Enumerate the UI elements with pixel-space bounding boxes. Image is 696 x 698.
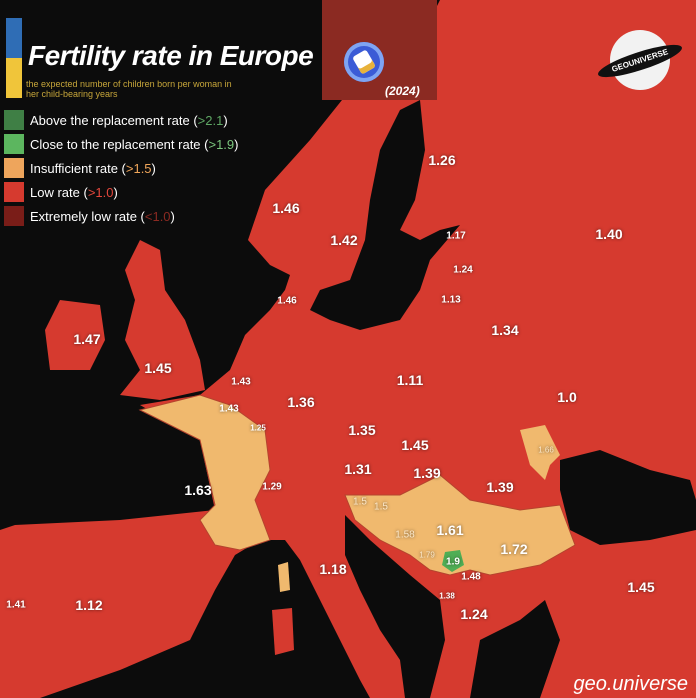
legend-swatch <box>4 158 24 178</box>
map-label: 1.46 <box>272 200 300 216</box>
map-label: 1.39 <box>486 479 514 495</box>
sardinia <box>272 608 294 655</box>
map-label: 1.72 <box>500 541 528 557</box>
legend-threshold: >1.9 <box>208 136 235 152</box>
pregnancy-test-icon <box>344 42 384 82</box>
legend-label: Insufficient rate ( <box>30 160 126 176</box>
map-label: 1.0 <box>557 389 577 405</box>
map-label: 1.17 <box>446 230 466 242</box>
map-label: 1.38 <box>439 591 455 601</box>
legend: Above the replacement rate (>2.1) Close … <box>4 108 239 228</box>
map-label: 1.18 <box>319 561 347 577</box>
map-label: 1.24 <box>453 264 473 276</box>
legend-item: Extremely low rate (<1.0) <box>4 204 239 228</box>
legend-label: Low rate ( <box>30 184 88 200</box>
map-label: 1.11 <box>396 372 424 388</box>
legend-threshold: <1.0 <box>144 208 171 224</box>
map-label: 1.5 <box>374 501 388 513</box>
legend-threshold: >2.1 <box>197 112 224 128</box>
map-label: 1.34 <box>491 322 519 338</box>
legend-threshold: >1.5 <box>125 160 152 176</box>
legend-threshold: >1.0 <box>87 184 114 200</box>
great-britain <box>120 240 205 400</box>
map-label: 1.42 <box>330 232 358 248</box>
header: Fertility rate in Europe the expected nu… <box>0 0 440 100</box>
map-label: 1.5 <box>353 496 367 508</box>
legend-swatch <box>4 206 24 226</box>
map-label: 1.29 <box>262 481 282 493</box>
legend-paren: ) <box>223 112 228 128</box>
balkans <box>344 474 576 576</box>
map-label: 1.45 <box>401 437 429 453</box>
map-label: 1.40 <box>595 226 623 242</box>
year: (2024) <box>385 84 420 98</box>
legend-item: Low rate (>1.0) <box>4 180 239 204</box>
legend-label: Close to the replacement rate ( <box>30 136 209 152</box>
page-title: Fertility rate in Europe <box>28 40 314 71</box>
flag-bar <box>6 18 22 98</box>
map-label: 1.45 <box>627 579 655 595</box>
france <box>138 394 271 551</box>
map-label: 1.58 <box>395 529 415 541</box>
map-label: 1.43 <box>231 376 251 388</box>
atlantic-sea <box>0 0 440 530</box>
map-label: 1.12 <box>75 597 103 613</box>
map-label: 1.61 <box>436 522 464 538</box>
legend-swatch <box>4 110 24 130</box>
map-label: 1.13 <box>441 294 461 306</box>
map-label: 1.48 <box>461 571 481 583</box>
kosovo <box>442 550 464 572</box>
legend-label: Extremely low rate ( <box>30 208 145 224</box>
map-label: 1.41 <box>6 599 26 611</box>
legend-item: Above the replacement rate (>2.1) <box>4 108 239 132</box>
map-label: 1.43 <box>219 403 239 415</box>
adriatic-sea <box>345 515 445 698</box>
legend-paren: ) <box>234 136 239 152</box>
map-label: 1.46 <box>277 295 297 307</box>
map-label: 1.79 <box>419 550 435 560</box>
map-label: 1.36 <box>287 394 315 410</box>
legend-item: Close to the replacement rate (>1.9) <box>4 132 239 156</box>
black-sea <box>560 450 696 545</box>
subtitle: the expected number of children born per… <box>26 79 232 99</box>
map-label: 1.47 <box>73 331 101 347</box>
map-label: 1.39 <box>413 465 441 481</box>
legend-paren: ) <box>113 184 118 200</box>
legend-paren: ) <box>151 160 156 176</box>
baltic-sea <box>310 100 460 330</box>
legend-item: Insufficient rate (>1.5) <box>4 156 239 180</box>
legend-paren: ) <box>170 208 175 224</box>
map-label: 1.31 <box>344 461 372 477</box>
moldova <box>520 425 560 480</box>
map-label: 1.66 <box>538 445 554 455</box>
watermark: geo.universe <box>573 673 688 695</box>
legend-label: Above the replacement rate ( <box>30 112 198 128</box>
aegean-sea <box>470 600 560 698</box>
corsica <box>278 562 290 592</box>
map-label: 1.45 <box>144 360 172 376</box>
ireland <box>45 300 105 370</box>
map-label: 1.24 <box>460 606 488 622</box>
map-label: 1.63 <box>184 482 212 498</box>
legend-swatch <box>4 182 24 202</box>
map-label: 1.35 <box>348 422 376 438</box>
legend-swatch <box>4 134 24 154</box>
map-label: 1.9 <box>446 556 460 568</box>
map-label: 1.25 <box>250 423 266 433</box>
map-label: 1.26 <box>428 152 456 168</box>
